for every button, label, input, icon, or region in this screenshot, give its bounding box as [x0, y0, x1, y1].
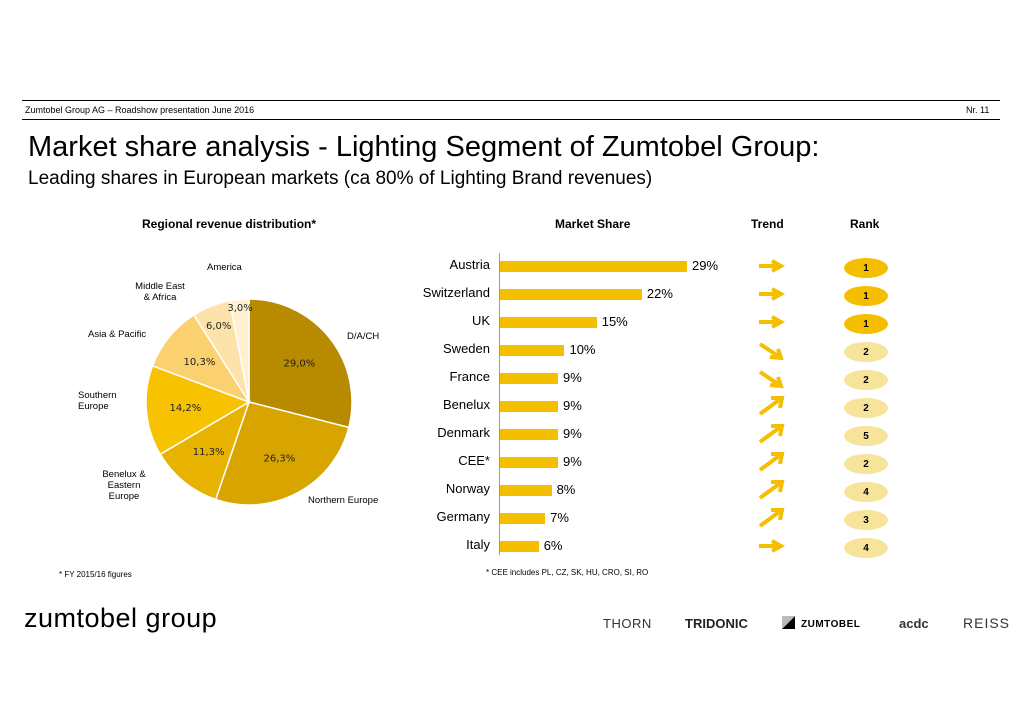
bar-axis	[499, 253, 500, 555]
rank-badge: 4	[844, 538, 888, 558]
market-share-bar	[500, 541, 539, 552]
pie-slice	[228, 298, 250, 403]
pie-slice	[159, 400, 251, 501]
pie-value-label: 3,0%	[227, 303, 252, 314]
page-number: Nr. 11	[966, 105, 990, 115]
pie-label-northern-europe: Northern Europe	[308, 495, 379, 506]
bar-value-label: 7%	[550, 510, 569, 525]
pie-label-middle-east: Middle East & Africa	[135, 281, 185, 303]
bar-category-label: Switzerland	[422, 285, 490, 300]
bar-value-label: 10%	[569, 342, 596, 357]
footnote-cee: * CEE includes PL, CZ, SK, HU, CRO, SI, …	[486, 568, 649, 577]
bar-value-label: 9%	[563, 370, 582, 385]
header-rule-bottom	[22, 119, 1000, 120]
bar-value-label: 6%	[543, 538, 563, 553]
bar-value-label: 22%	[646, 286, 673, 301]
market-share-bar	[500, 289, 642, 300]
market-share-bar	[500, 373, 559, 384]
pie-label-dach: D/A/CH	[347, 331, 380, 342]
pie-value-label: 14,2%	[169, 403, 201, 414]
market-share-bar	[500, 317, 597, 328]
rank-badge: 2	[844, 454, 888, 474]
market-share-bar	[500, 457, 559, 468]
pie-value-label: 11,3%	[193, 447, 225, 458]
pie-label-asia: Asia & Pacific	[88, 329, 147, 340]
bar-category-label: Italy	[466, 537, 490, 552]
rank-badge: 1	[844, 286, 888, 306]
bar-category-label: CEE*	[458, 453, 490, 468]
pie-slice	[214, 401, 350, 506]
bar-category-label: Germany	[436, 509, 490, 524]
brand-reiss: REISS	[963, 615, 1011, 631]
market-share-bar	[500, 261, 687, 272]
bar-value-label: 8%	[556, 482, 576, 497]
bar-value-label: 9%	[563, 398, 582, 413]
rank-badge: 3	[844, 510, 888, 530]
pie-label-southern-europe: Southern Europe	[78, 390, 117, 412]
pie-value-label: 29,0%	[284, 358, 316, 369]
zumtobel-group-logo: zumtobel group	[24, 603, 218, 633]
trend-title: Trend	[751, 217, 784, 231]
rank-badge: 2	[844, 370, 888, 390]
page-subtitle: Leading shares in European markets (ca 8…	[28, 168, 653, 189]
pie-label-america: America	[207, 262, 242, 273]
pie-value-label: 10,3%	[184, 357, 216, 368]
bar-category-label: UK	[471, 313, 490, 328]
bar-category-label: Sweden	[443, 341, 490, 356]
brand-acdc: acdc	[899, 616, 929, 631]
rank-badge: 1	[844, 314, 888, 334]
bar-value-label: 9%	[563, 454, 582, 469]
brand-tridonic: TRIDONIC	[685, 616, 748, 631]
presentation-name: Zumtobel Group AG – Roadshow presentatio…	[25, 105, 255, 115]
market-share-bar	[500, 429, 559, 440]
pie-slice	[145, 364, 251, 456]
pie-value-label: 26,3%	[263, 454, 295, 465]
rank-title: Rank	[850, 217, 880, 231]
rank-badge: 4	[844, 482, 888, 502]
brand-thorn: THORN	[603, 616, 652, 631]
rank-badge: 2	[844, 398, 888, 418]
market-share-bar	[500, 345, 565, 356]
rank-badge: 2	[844, 342, 888, 362]
bar-category-label: Denmark	[437, 425, 490, 440]
market-share-bar	[500, 401, 559, 412]
pie-title: Regional revenue distribution*	[142, 217, 317, 231]
footnote-fy: * FY 2015/16 figures	[59, 570, 132, 579]
page-title: Market share analysis - Lighting Segment…	[28, 131, 820, 163]
zumtobel-logo-icon	[782, 616, 795, 629]
bar-value-label: 9%	[563, 426, 582, 441]
bar-category-label: Austria	[449, 257, 490, 272]
market-share-bar	[500, 485, 552, 496]
market-share-title: Market Share	[555, 217, 631, 231]
pie-slice	[248, 298, 353, 429]
bar-value-label: 15%	[601, 314, 628, 329]
bar-category-label: France	[449, 369, 490, 384]
bar-category-label: Norway	[445, 481, 490, 496]
market-share-bar	[500, 513, 546, 524]
bar-value-label: 29%	[692, 258, 719, 273]
brand-zumtobel: ZUMTOBEL	[801, 619, 861, 630]
rank-badge: 1	[844, 258, 888, 278]
rank-badge: 5	[844, 426, 888, 446]
pie-label-benelux-eastern: Benelux & Eastern Europe	[102, 469, 146, 502]
bar-category-label: Benelux	[443, 397, 490, 412]
header-rule-top	[22, 100, 1000, 101]
pie-value-label: 6,0%	[206, 321, 231, 332]
